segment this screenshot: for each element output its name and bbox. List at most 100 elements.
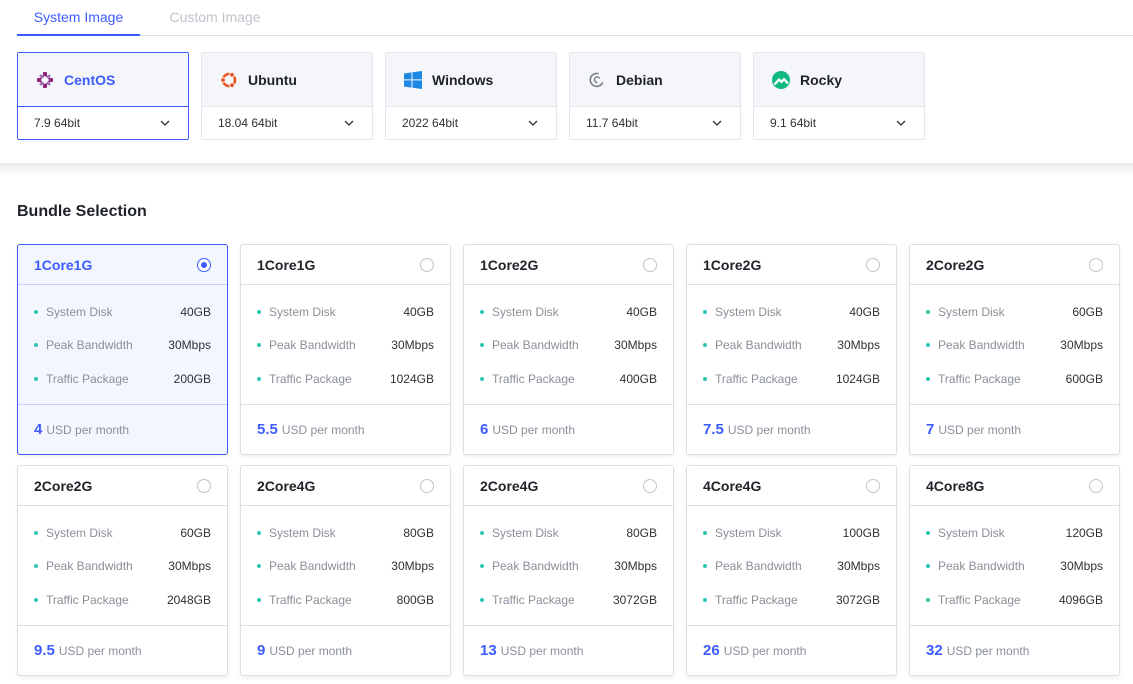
bundle-specs: System Disk 40GB Peak Bandwidth 30Mbps Tra… [464, 285, 673, 405]
price-unit: USD per month [58, 643, 142, 658]
spec-label: Traffic Package [257, 372, 352, 386]
spec-label: Peak Bandwidth [926, 338, 1025, 352]
os-version-select[interactable]: 11.7 64bit [570, 107, 740, 139]
spec-label: Traffic Package [926, 593, 1021, 607]
bundle-card[interactable]: 1Core1G System Disk 40GB Peak Bandwidth 30… [17, 244, 228, 455]
bundle-specs: System Disk 100GB Peak Bandwidth 30Mbps Tr… [687, 506, 896, 626]
spec-value: 40GB [849, 304, 880, 319]
os-card-centos[interactable]: CentOS 7.9 64bit [17, 52, 189, 140]
bundle-specs: System Disk 40GB Peak Bandwidth 30Mbps Tra… [687, 285, 896, 405]
bundle-price: 6 USD per month [464, 405, 673, 454]
os-name: Windows [432, 71, 494, 88]
bundle-card-header: 2Core4G [241, 466, 450, 506]
bundle-specs: System Disk 40GB Peak Bandwidth 30Mbps Tra… [18, 285, 227, 405]
bundle-specs: System Disk 80GB Peak Bandwidth 30Mbps Tra… [464, 506, 673, 626]
bundle-radio[interactable] [643, 258, 657, 272]
spec-label: Peak Bandwidth [257, 559, 356, 573]
spec-label: System Disk [257, 305, 336, 319]
bundle-radio[interactable] [420, 258, 434, 272]
spec-label: System Disk [480, 526, 559, 540]
spec-value: 3072GB [835, 592, 880, 607]
ubuntu-logo-icon [218, 69, 240, 91]
price-amount: 5.5 [257, 421, 278, 438]
bundle-card[interactable]: 1Core1G System Disk 40GB Peak Bandwidth 30… [240, 244, 451, 455]
section-divider [0, 163, 1133, 177]
spec-value: 40GB [403, 304, 434, 319]
bundle-specs: System Disk 80GB Peak Bandwidth 30Mbps Tra… [241, 506, 450, 626]
os-version-select[interactable]: 7.9 64bit [18, 107, 188, 139]
bundle-card[interactable]: 1Core2G System Disk 40GB Peak Bandwidth 30… [463, 244, 674, 455]
bundle-specs: System Disk 120GB Peak Bandwidth 30Mbps Tr… [910, 506, 1119, 626]
os-card-windows[interactable]: Windows 2022 64bit [385, 52, 557, 140]
bundle-radio[interactable] [866, 258, 880, 272]
spec-value: 60GB [180, 525, 211, 540]
bundle-name: 2Core4G [257, 478, 316, 494]
spec-value: 30Mbps [391, 338, 434, 353]
bundle-card-header: 4Core8G [910, 466, 1119, 506]
bundle-card[interactable]: 2Core4G System Disk 80GB Peak Bandwidth 30… [463, 465, 674, 676]
os-card-rocky[interactable]: Rocky 9.1 64bit [753, 52, 925, 140]
spec-row-bandwidth: Peak Bandwidth 30Mbps [687, 550, 896, 584]
os-card-ubuntu[interactable]: Ubuntu 18.04 64bit [201, 52, 373, 140]
bundle-radio[interactable] [1089, 258, 1103, 272]
bundle-radio[interactable] [1089, 479, 1103, 493]
bundle-name: 1Core1G [34, 257, 93, 273]
spec-label: Traffic Package [703, 593, 798, 607]
spec-row-disk: System Disk 40GB [18, 295, 227, 329]
bundle-card[interactable]: 2Core4G System Disk 80GB Peak Bandwidth 30… [240, 465, 451, 676]
bundle-card[interactable]: 4Core8G System Disk 120GB Peak Bandwidth 3… [909, 465, 1120, 676]
bundle-price: 7.5 USD per month [687, 405, 896, 454]
spec-label: System Disk [34, 305, 113, 319]
spec-label: Traffic Package [480, 593, 575, 607]
bundle-radio[interactable] [197, 479, 211, 493]
price-amount: 6 [480, 421, 489, 438]
bundle-card[interactable]: 2Core2G System Disk 60GB Peak Bandwidth 30… [17, 465, 228, 676]
spec-row-traffic: Traffic Package 1024GB [687, 362, 896, 396]
tab-custom-image[interactable]: Custom Image [169, 9, 261, 25]
spec-row-traffic: Traffic Package 1024GB [241, 362, 450, 396]
bundle-card-header: 2Core4G [464, 466, 673, 506]
os-version-value: 11.7 64bit [586, 116, 638, 130]
os-version-select[interactable]: 18.04 64bit [202, 107, 372, 139]
bundle-card-header: 1Core2G [464, 245, 673, 285]
bundle-price: 32 USD per month [910, 626, 1119, 675]
os-card-debian[interactable]: Debian 11.7 64bit [569, 52, 741, 140]
spec-label: System Disk [703, 305, 782, 319]
price-amount: 13 [480, 642, 497, 659]
spec-label: System Disk [257, 526, 336, 540]
bundle-card-header: 2Core2G [18, 466, 227, 506]
bundle-radio[interactable] [420, 479, 434, 493]
price-unit: USD per month [281, 422, 365, 437]
bundle-radio[interactable] [197, 258, 211, 272]
spec-value: 1024GB [389, 371, 434, 386]
bundle-radio[interactable] [866, 479, 880, 493]
spec-label: System Disk [926, 526, 1005, 540]
os-card-header: Debian [570, 53, 740, 107]
spec-value: 30Mbps [614, 338, 657, 353]
spec-label: System Disk [480, 305, 559, 319]
price-unit: USD per month [723, 643, 807, 658]
tab-system-image[interactable]: System Image [17, 0, 140, 36]
bundle-name: 4Core4G [703, 478, 762, 494]
rocky-logo-icon [770, 69, 792, 91]
spec-label: Traffic Package [34, 593, 129, 607]
os-version-select[interactable]: 2022 64bit [386, 107, 556, 139]
spec-label: Peak Bandwidth [926, 559, 1025, 573]
bundle-name: 1Core2G [703, 257, 762, 273]
spec-value: 80GB [403, 525, 434, 540]
os-version-select[interactable]: 9.1 64bit [754, 107, 924, 139]
spec-value: 800GB [396, 592, 434, 607]
spec-label: Peak Bandwidth [34, 338, 133, 352]
spec-value: 60GB [1072, 304, 1103, 319]
spec-label: Peak Bandwidth [480, 338, 579, 352]
bundle-card[interactable]: 4Core4G System Disk 100GB Peak Bandwidth 3… [686, 465, 897, 676]
price-unit: USD per month [46, 422, 130, 437]
bundle-card[interactable]: 1Core2G System Disk 40GB Peak Bandwidth 30… [686, 244, 897, 455]
spec-label: Peak Bandwidth [703, 338, 802, 352]
price-amount: 4 [34, 421, 43, 438]
windows-logo-icon [402, 69, 424, 91]
bundle-card[interactable]: 2Core2G System Disk 60GB Peak Bandwidth 30… [909, 244, 1120, 455]
bundle-card-header: 1Core1G [18, 245, 227, 285]
bundle-radio[interactable] [643, 479, 657, 493]
spec-value: 2048GB [166, 592, 211, 607]
